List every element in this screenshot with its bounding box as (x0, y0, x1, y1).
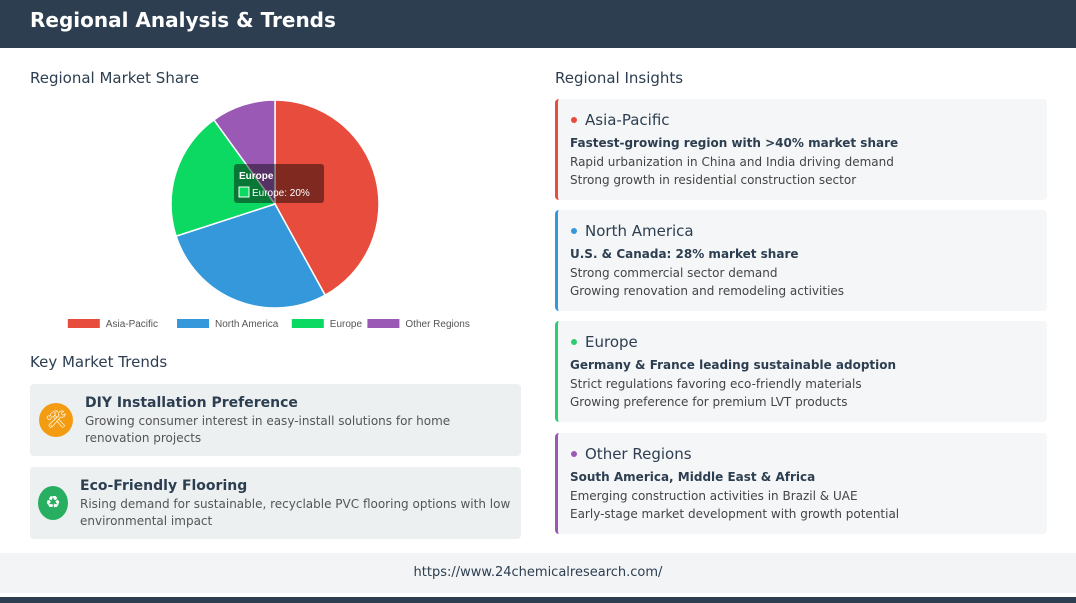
page-title: Regional Analysis & Trends (30, 8, 336, 32)
legend-item-europe[interactable]: Europe (291, 319, 363, 330)
page-footer: https://www.24chemicalresearch.com/ (0, 553, 1076, 593)
trend-card-diy: 🛠 DIY Installation Preference Growing co… (30, 384, 521, 456)
tooltip-label: Europe: 20% (252, 188, 310, 199)
legend-swatch (67, 319, 100, 328)
legend-item-asia-pacific[interactable]: Asia-Pacific (67, 319, 158, 330)
insights-title: Regional Insights (555, 69, 684, 87)
trend-card-eco: ♻ Eco-Friendly Flooring Rising demand fo… (30, 467, 521, 539)
insight-highlight: Germany & France leading sustainable ado… (570, 358, 897, 372)
trend-title: DIY Installation Preference (85, 395, 298, 411)
legend-swatch (367, 319, 400, 328)
tooltip-title: Europe (239, 171, 274, 182)
recycle-icon: ♻ (38, 486, 68, 520)
trend-description: Rising demand for sustainable, recyclabl… (80, 497, 511, 528)
insight-line: Strong growth in residential constructio… (570, 173, 857, 187)
pie-slice-other-regions[interactable] (212, 99, 276, 207)
chart-tooltip: Europe Europe: 20% (234, 164, 324, 203)
insight-region: North America (585, 222, 694, 240)
insight-line: Emerging construction activities in Braz… (570, 489, 858, 503)
region-dot-icon (571, 339, 577, 345)
tooltip-box (234, 164, 324, 203)
region-dot-icon (571, 228, 577, 234)
trend-title: Eco-Friendly Flooring (80, 478, 248, 494)
legend-item-other-regions[interactable]: Other Regions (367, 319, 470, 330)
insight-line: Strict regulations favoring eco-friendly… (570, 377, 862, 391)
insight-highlight: Fastest-growing region with >40% market … (570, 136, 899, 150)
insight-region: Asia-Pacific (585, 111, 670, 129)
legend-label: North America (215, 319, 279, 330)
region-dot-icon (571, 451, 577, 457)
pie-chart-svg: Europe Europe: 20% Asia-Pacific North Ameri… (67, 99, 470, 330)
pie-slice-north-america[interactable] (175, 203, 327, 309)
region-dot-icon (571, 117, 577, 123)
insight-highlight: U.S. & Canada: 28% market share (570, 247, 799, 261)
insight-region: Europe (585, 333, 638, 351)
insight-line: Growing renovation and remodeling activi… (570, 284, 845, 298)
legend-label: Other Regions (405, 319, 469, 330)
insight-line: Strong commercial sector demand (570, 266, 778, 280)
bottom-bar (0, 597, 1076, 603)
insight-highlight: South America, Middle East & Africa (570, 470, 816, 484)
insight-line: Growing preference for premium LVT produ… (570, 395, 848, 409)
insight-region: Other Regions (585, 445, 692, 463)
legend-swatch (291, 319, 324, 328)
legend-item-north-america[interactable]: North America (177, 319, 279, 330)
pie-slice-asia-pacific[interactable] (274, 99, 380, 297)
insight-line: Early-stage market development with grow… (570, 507, 900, 521)
source-link[interactable]: https://www.24chemicalresearch.com/ (413, 565, 663, 580)
market-share-title: Regional Market Share (30, 69, 200, 87)
insight-card-asia-pacific: Asia-Pacific Fastest-growing region with… (555, 99, 1047, 200)
legend-swatch (177, 319, 209, 328)
trend-description: Growing consumer interest in easy-instal… (85, 414, 451, 445)
insight-card-other-regions: Other Regions South America, Middle East… (555, 433, 1047, 534)
tooltip-swatch (238, 186, 250, 198)
legend-label: Europe (330, 319, 363, 330)
insight-line: Rapid urbanization in China and India dr… (570, 155, 894, 169)
pie-slice-europe[interactable] (170, 118, 277, 238)
trends-title: Key Market Trends (30, 353, 168, 371)
tools-icon: 🛠 (39, 403, 73, 437)
legend-label: Asia-Pacific (106, 319, 158, 330)
market-share-chart: Europe Europe: 20% Asia-Pacific North Ameri… (30, 95, 520, 340)
insight-card-europe: Europe Germany & France leading sustaina… (555, 321, 1047, 422)
insight-card-north-america: North America U.S. & Canada: 28% market … (555, 210, 1047, 311)
page-header: Regional Analysis & Trends (0, 0, 1076, 48)
